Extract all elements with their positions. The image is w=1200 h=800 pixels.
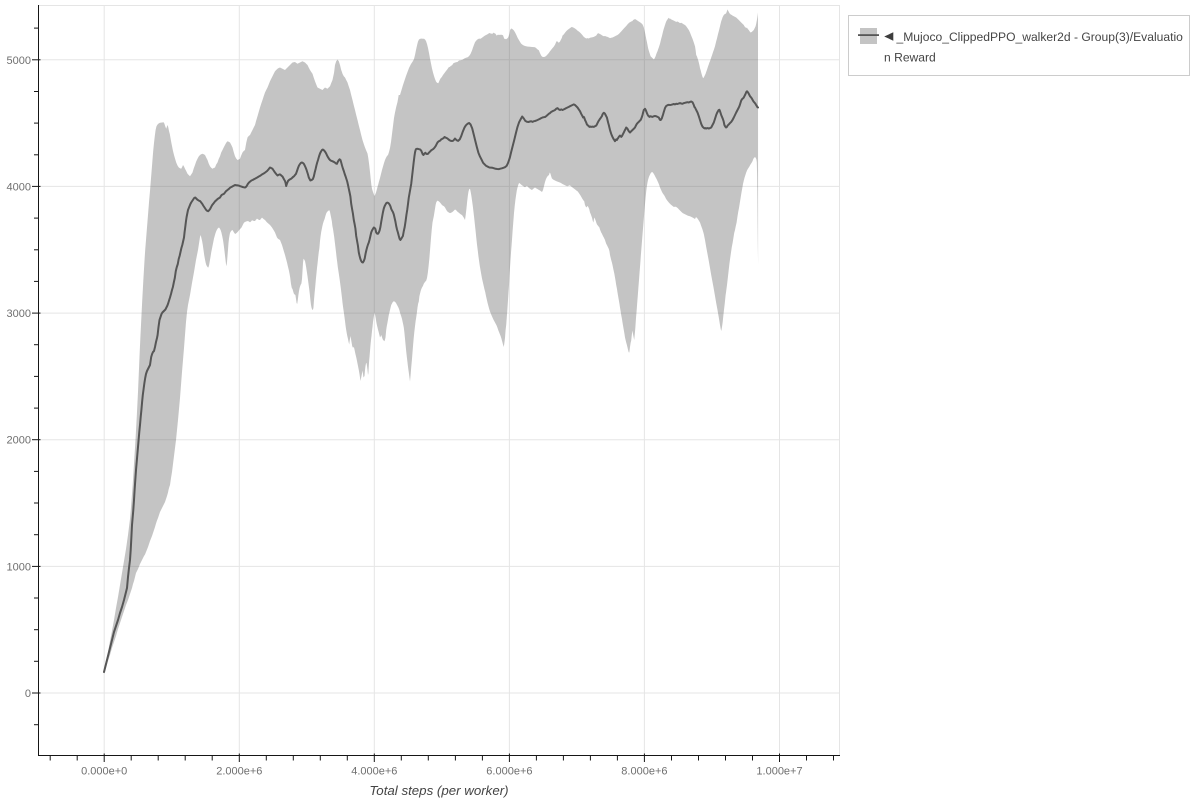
svg-text:0: 0 (25, 688, 31, 700)
svg-text:6.000e+6: 6.000e+6 (486, 766, 532, 778)
svg-text:1.000e+7: 1.000e+7 (756, 766, 802, 778)
svg-text:0.000e+0: 0.000e+0 (81, 766, 127, 778)
svg-text:8.000e+6: 8.000e+6 (621, 766, 667, 778)
svg-text:1000: 1000 (7, 561, 31, 573)
svg-text:5000: 5000 (7, 55, 31, 67)
svg-text:4000: 4000 (7, 181, 31, 193)
svg-text:3000: 3000 (7, 308, 31, 320)
svg-text:Total steps (per worker): Total steps (per worker) (369, 783, 508, 798)
svg-text:n Reward: n Reward (884, 50, 936, 64)
svg-text:4.000e+6: 4.000e+6 (351, 766, 397, 778)
svg-text:_Mujoco_ClippedPPO_walker2d -: _Mujoco_ClippedPPO_walker2d - Group(3)/E… (896, 30, 1184, 44)
svg-text:2.000e+6: 2.000e+6 (216, 766, 262, 778)
svg-text:2000: 2000 (7, 435, 31, 447)
